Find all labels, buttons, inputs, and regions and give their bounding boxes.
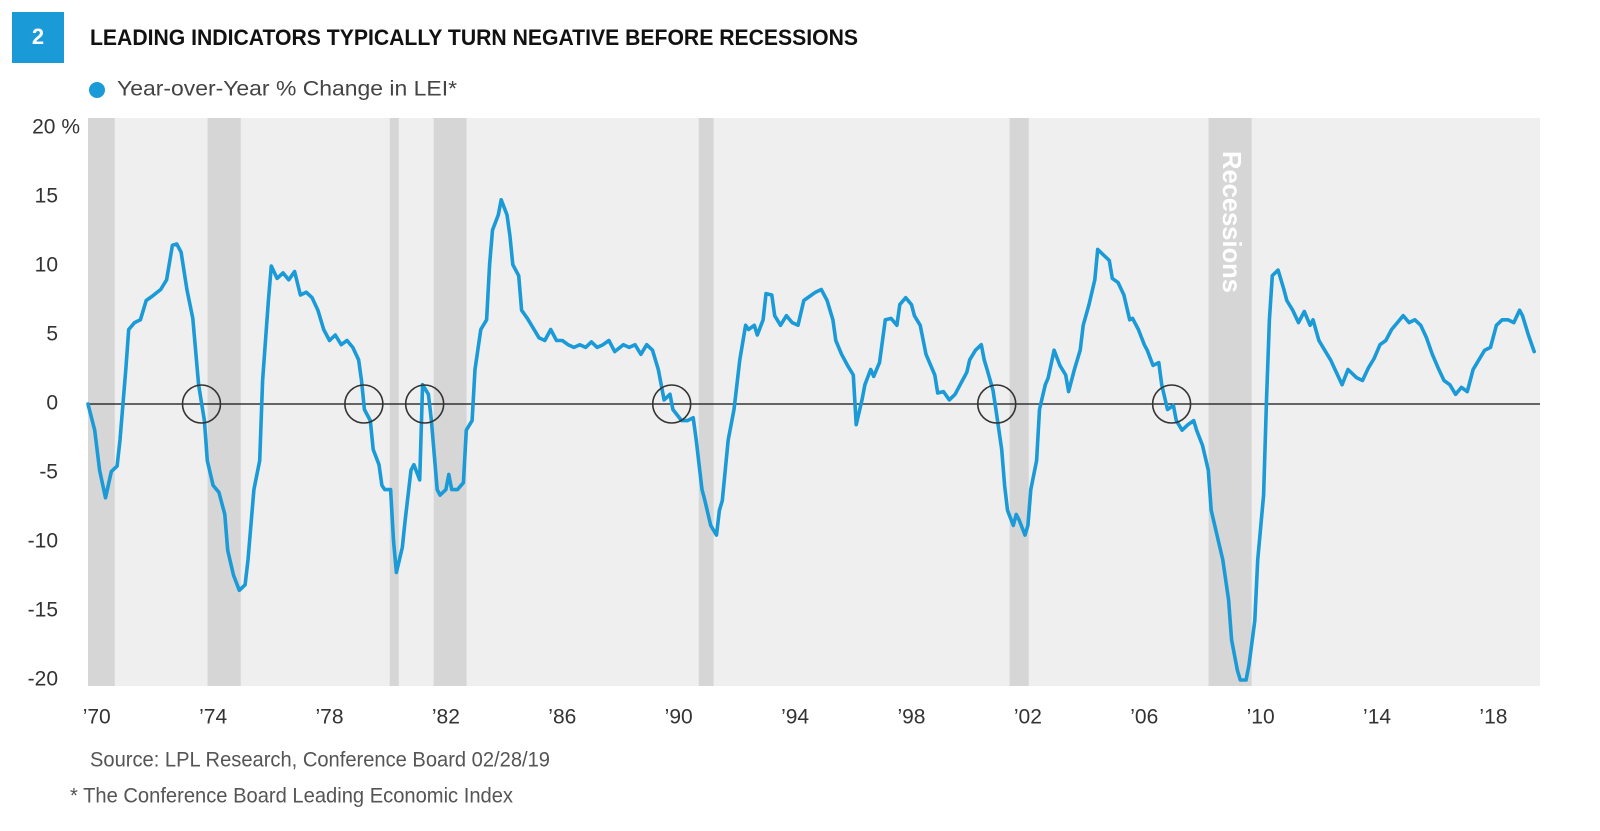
- y-tick-label: -5: [39, 461, 58, 484]
- recession-band: [1009, 118, 1029, 686]
- y-tick-label: 15: [35, 185, 58, 208]
- footnote: * The Conference Board Leading Economic …: [70, 785, 513, 808]
- x-tick-label: ’14: [1363, 706, 1391, 729]
- y-tick-label: 10: [35, 254, 58, 277]
- badge-box: [12, 12, 64, 63]
- y-tick-label: 0: [46, 392, 58, 415]
- data-line: [86, 198, 1536, 682]
- recession-band: [433, 118, 467, 686]
- recession-band: [88, 118, 115, 686]
- y-tick-label: 20 %: [32, 116, 80, 139]
- x-tick-label: ’70: [83, 706, 111, 729]
- recession-band: [389, 118, 399, 686]
- y-tick-label: 5: [46, 323, 58, 346]
- y-tick-label: -10: [28, 530, 58, 553]
- x-tick-label: ’06: [1130, 706, 1158, 729]
- recession-band: [207, 118, 241, 686]
- legend-marker: [89, 82, 105, 98]
- x-tick-label: ’74: [199, 706, 227, 729]
- chart-title: LEADING INDICATORS TYPICALLY TURN NEGATI…: [90, 25, 858, 50]
- x-tick-label: ’78: [315, 706, 343, 729]
- plot-background: [88, 118, 1540, 686]
- crossing-circle: [651, 384, 692, 424]
- x-tick-label: ’90: [665, 706, 693, 729]
- x-tick-label: ’82: [432, 706, 460, 729]
- recession-band: [1208, 118, 1252, 686]
- crossing-circle: [181, 384, 222, 424]
- crossing-circle: [344, 384, 384, 424]
- recession-band: [698, 118, 714, 686]
- crossing-circle: [1151, 384, 1192, 424]
- x-tick-label: ’86: [548, 706, 576, 729]
- x-tick-label: ’18: [1479, 706, 1507, 729]
- legend-label: Year-over-Year % Change in LEI*: [117, 78, 457, 101]
- badge: 2: [32, 24, 44, 49]
- x-tick-label: ’94: [781, 706, 809, 729]
- x-tick-label: ’02: [1014, 706, 1042, 729]
- recession-label: Recessions: [1217, 151, 1247, 293]
- source: Source: LPL Research, Conference Board 0…: [90, 749, 550, 772]
- crossing-circle: [976, 384, 1017, 424]
- x-tick-label: ’98: [897, 706, 925, 729]
- x-tick-label: ’10: [1247, 706, 1275, 729]
- y-tick-label: -20: [28, 668, 58, 691]
- crossing-circle: [404, 384, 445, 424]
- y-tick-label: -15: [28, 599, 58, 622]
